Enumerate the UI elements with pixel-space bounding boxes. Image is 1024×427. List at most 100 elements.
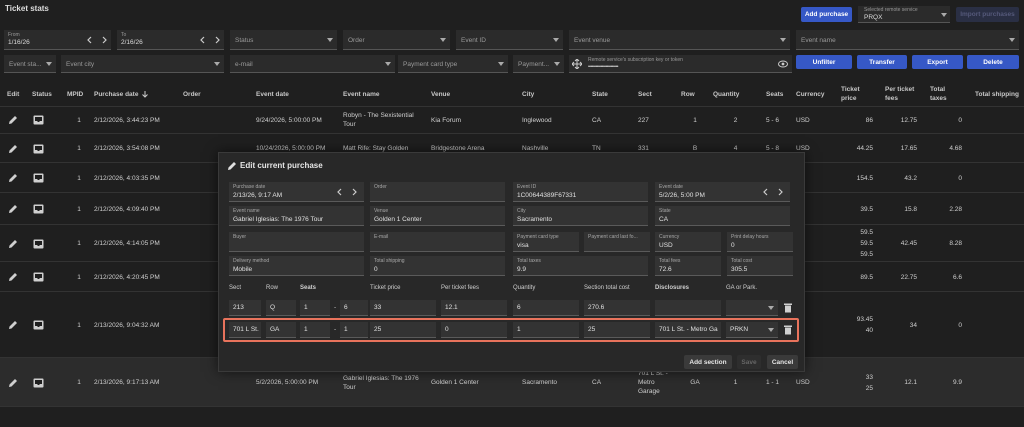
- cell-ticket-price: 59.5 59.5 59.5: [841, 225, 873, 262]
- remote-service-select[interactable]: Selected remote service PRQX: [858, 6, 950, 23]
- cell-mpid: 1: [67, 292, 91, 358]
- section-input-row[interactable]: GA: [266, 322, 296, 338]
- section-input-row[interactable]: Q: [266, 300, 296, 316]
- button[interactable]: Import purchases: [956, 7, 1019, 22]
- button[interactable]: Transfer: [857, 55, 907, 69]
- cell-text: 4: [733, 145, 738, 152]
- form-field[interactable]: Total cost 305.5: [727, 256, 793, 276]
- filter-payment-card-type[interactable]: Payment card type: [398, 55, 508, 73]
- column-header: Total shipping: [975, 82, 1020, 106]
- button[interactable]: Add purchase: [801, 7, 852, 22]
- column-header: Row: [681, 82, 709, 106]
- edit-icon: [8, 378, 18, 388]
- placeholder: Payment card type: [403, 60, 458, 68]
- filter-event-name[interactable]: Event name: [796, 30, 1019, 50]
- form-field[interactable]: Venue Golden 1 Center: [370, 206, 505, 226]
- move-icon: [571, 58, 583, 70]
- form-field[interactable]: Purchase date 2/13/26, 9:17 AM: [229, 182, 364, 202]
- form-field[interactable]: Order: [370, 182, 505, 202]
- form-field[interactable]: Delivery method Mobile: [229, 256, 364, 276]
- section-input-per-ticket-fees[interactable]: 0: [441, 322, 507, 338]
- section-input-section-total-cost[interactable]: 270.6: [584, 300, 650, 316]
- section-input-per-ticket-fees[interactable]: 12.1: [441, 300, 507, 316]
- form-field[interactable]: City Sacramento: [513, 206, 648, 226]
- button[interactable]: Save: [737, 355, 761, 369]
- form-field[interactable]: Total shipping 0: [370, 256, 505, 276]
- cell-mpid: 1: [67, 134, 91, 163]
- filter-date[interactable]: To 2/16/26: [117, 30, 224, 50]
- column-header: Status: [32, 82, 62, 106]
- field-label: Event name: [233, 208, 260, 214]
- cell-ticket-price: 39.5: [841, 193, 873, 225]
- button[interactable]: Export: [912, 55, 963, 69]
- bin-body: [785, 305, 791, 313]
- form-field[interactable]: Payment card type visa: [513, 232, 579, 252]
- button[interactable]: Add section: [684, 355, 732, 369]
- form-field[interactable]: Total fees 72.6: [655, 256, 721, 276]
- section-input-quantity[interactable]: 1: [513, 322, 579, 338]
- filter-event-id[interactable]: Event ID: [456, 30, 563, 50]
- caret: [1009, 38, 1015, 42]
- field-label: Event ID: [517, 184, 537, 190]
- section-input-ticket-price[interactable]: 25: [370, 322, 436, 338]
- filter-event-state[interactable]: Event sta...: [4, 55, 56, 73]
- field-label: City: [517, 208, 526, 214]
- filter-event-venue[interactable]: Event venue: [569, 30, 790, 50]
- form-field[interactable]: Event ID 1C00644389F67331: [513, 182, 648, 202]
- section-input-seat-from[interactable]: 1: [300, 300, 330, 316]
- section-input-disclosures[interactable]: 701 L St. - Metro Ga: [655, 322, 721, 338]
- status-icon: [33, 115, 44, 125]
- filter-event-city[interactable]: Event city: [61, 55, 224, 73]
- section-input-sect[interactable]: 701 L St.: [229, 322, 261, 338]
- form-field[interactable]: Event name Gabriel Iglesias: The 1976 Tou…: [229, 206, 364, 226]
- delete-icon[interactable]: [784, 303, 792, 313]
- delete-icon[interactable]: [784, 325, 792, 335]
- button[interactable]: Cancel: [767, 355, 798, 369]
- section-input-ga-or-park[interactable]: [726, 300, 778, 316]
- filter-status[interactable]: Status: [230, 30, 337, 50]
- section-input-seat-to[interactable]: 6: [340, 300, 368, 316]
- date-arrows: [86, 36, 108, 44]
- form-field[interactable]: State CA: [655, 206, 790, 226]
- column-header: Edit: [7, 82, 29, 106]
- section-column-header: Disclosures: [655, 285, 690, 291]
- cell-purchase-date: 2/12/2026, 4:20:45 PM: [94, 262, 179, 292]
- section-input-section-total-cost[interactable]: 25: [584, 322, 650, 338]
- form-field[interactable]: Event date 5/2/26, 5:00 PM: [655, 182, 790, 202]
- date-label: From: [8, 32, 20, 38]
- filter-payment[interactable]: Payment...: [513, 55, 564, 73]
- field-label: Total taxes: [517, 258, 541, 264]
- button[interactable]: Delete: [967, 55, 1019, 69]
- form-field[interactable]: E-mail: [370, 232, 505, 252]
- status-icon-svg: [33, 204, 44, 214]
- table-row[interactable]: 1 2/12/2026, 3:44:23 PM 9/24/2026, 5:00:00…: [0, 106, 1024, 134]
- cell-line: 33: [865, 373, 873, 381]
- cell-purchase-date: 2/12/2026, 4:09:40 PM: [94, 193, 179, 225]
- filter-email[interactable]: e-mail: [230, 55, 395, 73]
- column-header-text: Venue: [431, 90, 451, 98]
- bin-lid: [784, 325, 792, 327]
- button[interactable]: Unfilter: [796, 55, 852, 69]
- filter-token[interactable]: Remote service's subscription key or tok…: [569, 55, 792, 73]
- section-input-ticket-price[interactable]: 33: [370, 300, 436, 316]
- form-field[interactable]: Currency USD: [655, 232, 721, 252]
- section-input-seat-from[interactable]: 1: [300, 322, 330, 338]
- eye-icon: [778, 60, 788, 68]
- cell-line: 39.5: [860, 205, 873, 213]
- cell-text: 12.1: [904, 379, 917, 386]
- filter-date[interactable]: From 1/16/26: [4, 30, 111, 50]
- field-value: Sacramento: [517, 216, 553, 223]
- form-field[interactable]: Payment card last fo...: [584, 232, 650, 252]
- section-input-quantity[interactable]: 6: [513, 300, 579, 316]
- filter-order[interactable]: Order: [343, 30, 450, 50]
- column-header: Order: [183, 82, 253, 106]
- section-input-disclosures[interactable]: [655, 300, 721, 316]
- caret: [780, 38, 786, 42]
- section-column-header: Per ticket fees: [441, 285, 480, 291]
- section-input-ga-or-park[interactable]: PRKN: [726, 322, 778, 338]
- section-input-seat-to[interactable]: 1: [340, 322, 368, 338]
- section-input-sect[interactable]: 213: [229, 300, 261, 316]
- form-field[interactable]: Total taxes 9.9: [513, 256, 648, 276]
- form-field[interactable]: Print delay hours 0: [727, 232, 793, 252]
- form-field[interactable]: Buyer: [229, 232, 364, 252]
